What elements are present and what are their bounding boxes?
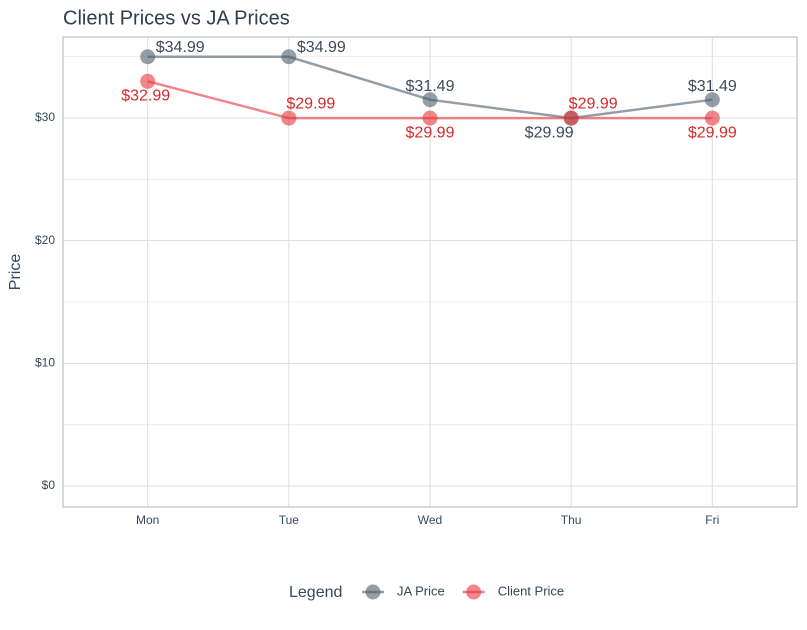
y-tick-label: $20 [35,233,55,247]
point [422,92,438,108]
y-tick-label: $10 [35,356,55,370]
value-label: $29.99 [286,95,335,112]
point [281,49,297,65]
legend-point [365,584,381,600]
value-label: $31.49 [688,78,737,95]
point [140,49,156,65]
x-tick-label: Thu [561,513,582,527]
chart-title: Client Prices vs JA Prices [63,7,290,29]
value-label: $29.99 [525,124,574,141]
x-tick-label: Tue [279,513,300,527]
value-label: $32.99 [121,88,170,105]
value-label: $29.99 [569,95,618,112]
value-label: $34.99 [156,39,205,56]
value-label: $34.99 [297,39,346,56]
point [140,73,156,89]
panel-border [62,36,798,508]
value-label: $29.99 [688,124,737,141]
legend-label: Client Price [498,583,564,598]
point [281,110,297,126]
legend-title: Legend [289,584,342,601]
point [704,92,720,108]
legend-label: JA Price [397,583,445,598]
y-tick-label: $0 [42,478,56,492]
point [563,110,579,126]
x-tick-label: Wed [418,513,442,527]
point [422,110,438,126]
value-label: $29.99 [406,124,455,141]
y-axis-label: Price [7,254,24,291]
x-tick-label: Fri [705,513,719,527]
x-tick-label: Mon [136,513,159,527]
value-label: $31.49 [406,78,455,95]
legend-point [466,584,482,600]
point [704,110,720,126]
y-tick-label: $30 [35,110,55,124]
